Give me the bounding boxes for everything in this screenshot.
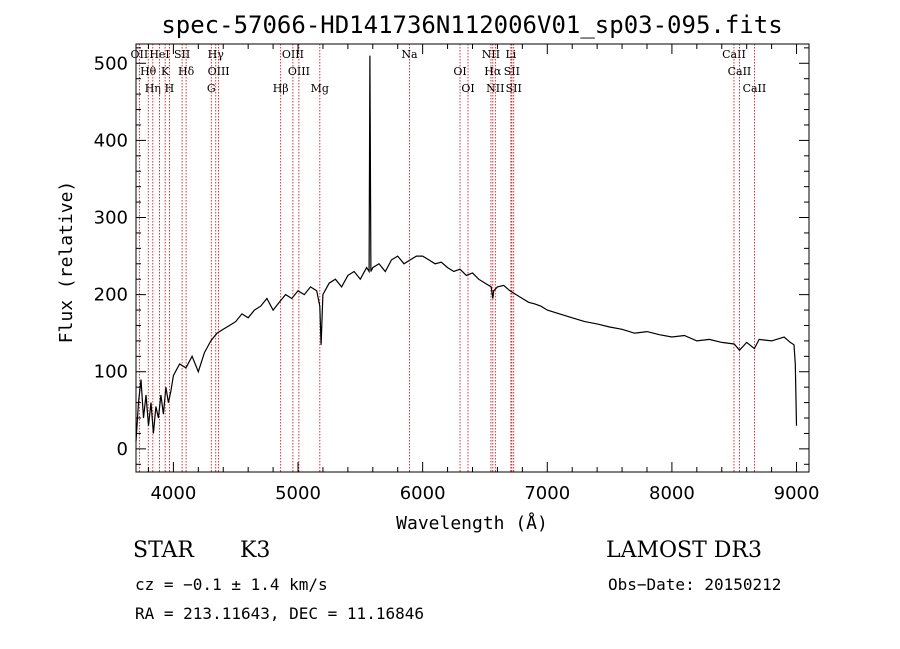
subclass-label: K3 xyxy=(240,538,271,563)
emission-line-label: Li xyxy=(505,48,516,61)
emission-line-label: CaII xyxy=(722,48,746,61)
emission-line-label: NII xyxy=(482,48,500,61)
emission-line-label: HeI xyxy=(149,48,169,61)
emission-line-label: H xyxy=(165,82,175,95)
emission-line-label: OI xyxy=(461,82,474,95)
emission-line-label: SII xyxy=(504,65,520,78)
emission-line-label: OII xyxy=(131,48,149,61)
emission-line-label: OIII xyxy=(208,65,230,78)
y-tick-label: 300 xyxy=(94,208,128,229)
x-tick-label: 8000 xyxy=(649,483,695,504)
x-tick-label: 4000 xyxy=(150,483,196,504)
emission-line-label: Hθ xyxy=(140,65,157,78)
emission-line-label: G xyxy=(207,82,216,95)
emission-line-label: Hη xyxy=(145,82,161,95)
emission-line-label: OIII xyxy=(288,65,310,78)
emission-line-label: Hδ xyxy=(178,65,195,78)
class-label: STAR xyxy=(133,538,194,563)
x-tick-label: 6000 xyxy=(400,483,446,504)
y-axis-label: Flux (relative) xyxy=(56,181,77,344)
y-tick-label: 500 xyxy=(94,53,128,74)
x-tick-label: 9000 xyxy=(774,483,820,504)
emission-line-label: K xyxy=(161,65,170,78)
emission-line-label: CaII xyxy=(743,82,767,95)
x-tick-label: 5000 xyxy=(275,483,321,504)
redshift-readout: cz = −0.1 ± 1.4 km/s xyxy=(135,575,328,594)
emission-line-label: OIII xyxy=(282,48,304,61)
emission-line-label: SII xyxy=(506,82,522,95)
obs-date: Obs−Date: 20150212 xyxy=(608,575,782,594)
emission-line-label: Hβ xyxy=(273,82,289,95)
survey-label: LAMOST DR3 xyxy=(606,538,762,563)
chart-title: spec-57066-HD141736N112006V01_sp03-095.f… xyxy=(161,11,782,39)
emission-line-label: Mg xyxy=(311,82,329,95)
emission-line-label: Na xyxy=(401,48,418,61)
plot-area: OIIHθHηHeIKHSIIHδGHγOIIIHβOIIIOIIIMgNaOI… xyxy=(94,43,820,504)
emission-line-label: SII xyxy=(174,48,190,61)
emission-line-label: CaII xyxy=(728,65,752,78)
y-tick-label: 0 xyxy=(117,439,128,460)
emission-line-label: NII xyxy=(486,82,504,95)
coordinates: RA = 213.11643, DEC = 11.16846 xyxy=(135,604,424,623)
emission-line-label: Hγ xyxy=(208,48,225,61)
emission-line-label: Hα xyxy=(484,65,502,78)
emission-line-label: OI xyxy=(453,65,466,78)
y-tick-label: 400 xyxy=(94,130,128,151)
x-axis-label: Wavelength (Å) xyxy=(396,512,548,534)
y-tick-label: 100 xyxy=(94,362,128,383)
spectrum-line xyxy=(135,55,798,442)
plot-frame xyxy=(135,43,810,473)
y-tick-label: 200 xyxy=(94,285,128,306)
x-tick-label: 7000 xyxy=(524,483,570,504)
